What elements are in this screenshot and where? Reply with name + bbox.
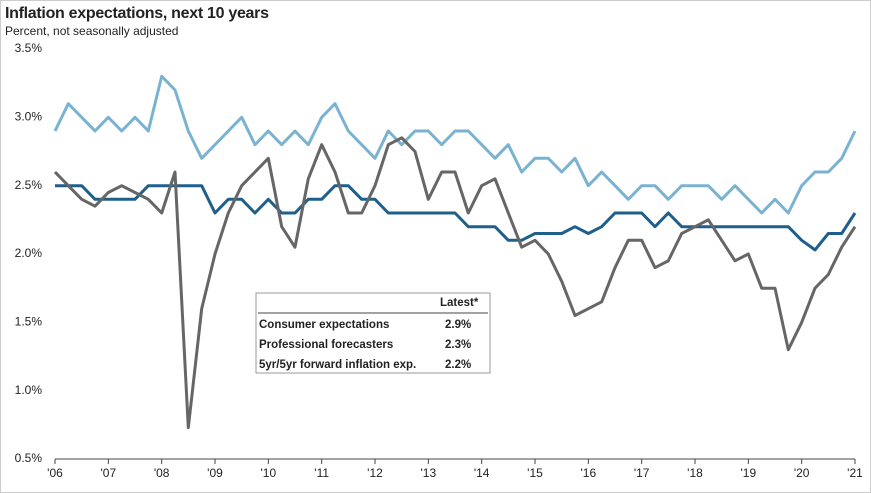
y-tick-label: 2.5%: [15, 178, 43, 192]
legend-latest: 2.2%: [445, 359, 471, 371]
x-tick-label: '08: [154, 466, 170, 480]
x-tick-label: '20: [794, 466, 810, 480]
x-tick-label: '14: [474, 466, 490, 480]
x-tick-label: '06: [47, 466, 63, 480]
legend-header: Latest*: [440, 297, 479, 309]
y-tick-label: 3.5%: [15, 41, 43, 55]
legend-box: [255, 292, 491, 374]
x-tick-label: '11: [314, 466, 329, 480]
x-tick-label: '18: [687, 466, 703, 480]
x-tick-label: '12: [367, 466, 383, 480]
x-tick-label: '13: [421, 466, 437, 480]
legend-label: Consumer expectations: [259, 319, 389, 331]
x-tick-label: '21: [847, 466, 863, 480]
legend-label: 5yr/5yr forward inflation exp.: [259, 359, 416, 371]
legend-latest: 2.9%: [445, 319, 471, 331]
y-tick-label: 2.0%: [15, 246, 43, 260]
x-tick-label: '15: [527, 466, 543, 480]
series-line: [53, 74, 857, 215]
y-tick-label: 3.0%: [15, 110, 43, 124]
x-tick-label: '10: [261, 466, 277, 480]
chart-title: Inflation expectations, next 10 years: [5, 5, 269, 22]
y-tick-label: 0.5%: [15, 451, 43, 465]
x-tick-label: '17: [634, 466, 650, 480]
x-tick-label: '09: [207, 466, 223, 480]
x-tick-label: '07: [101, 466, 117, 480]
x-tick-label: '16: [581, 466, 597, 480]
series-line: [53, 136, 857, 430]
legend-latest: 2.3%: [445, 339, 471, 351]
y-tick-label: 1.0%: [15, 383, 43, 397]
x-tick-label: '19: [741, 466, 757, 480]
legend-label: Professional forecasters: [259, 339, 393, 351]
y-tick-label: 1.5%: [15, 315, 43, 329]
chart-subtitle: Percent, not seasonally adjusted: [5, 24, 178, 38]
series-line: [55, 184, 857, 252]
